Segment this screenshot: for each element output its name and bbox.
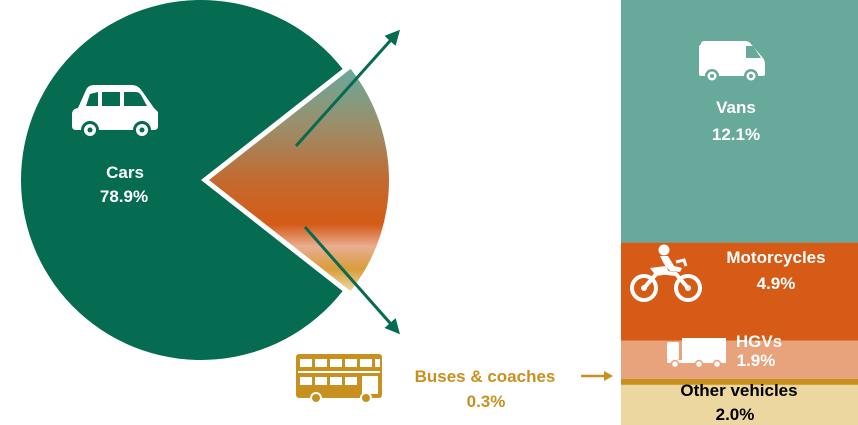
lower-arrow xyxy=(303,226,400,335)
vans-bar xyxy=(621,0,858,243)
buses-label: Buses & coaches xyxy=(415,367,556,386)
upper-arrow xyxy=(294,29,401,148)
bus-icon xyxy=(296,354,382,404)
hgvs-value: 1.9% xyxy=(737,351,776,370)
hgv-icon xyxy=(667,338,726,369)
buses-bar xyxy=(621,378,858,385)
vans-label: Vans xyxy=(716,98,756,117)
other-vehicles-bar xyxy=(621,384,858,425)
hgvs-label: HGVs xyxy=(736,332,782,351)
van-icon xyxy=(699,41,765,83)
other-vehicles-label: Other vehicles xyxy=(680,381,797,400)
others-wedge xyxy=(209,68,390,292)
car-icon xyxy=(72,85,158,139)
buses-arrow-head xyxy=(604,371,613,381)
cars-label: Cars xyxy=(106,163,144,182)
hgvs-bar xyxy=(621,340,858,379)
other-vehicles-value: 2.0% xyxy=(716,405,755,424)
vans-value: 12.1% xyxy=(712,125,760,144)
motorcycles-value: 4.9% xyxy=(757,274,796,293)
motorcycles-label: Motorcycles xyxy=(726,248,825,267)
buses-value: 0.3% xyxy=(467,392,506,411)
motorcycles-bar xyxy=(621,242,858,341)
motorcycle-icon xyxy=(630,244,702,302)
cars-value: 78.9% xyxy=(100,187,148,206)
